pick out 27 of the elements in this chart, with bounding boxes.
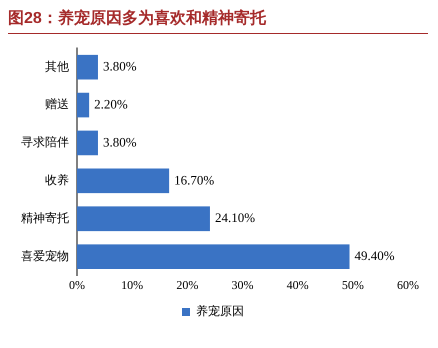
data-label: 2.20% <box>94 96 128 112</box>
data-label: 24.10% <box>214 210 256 226</box>
bar <box>77 130 98 156</box>
x-tick-label: 60% <box>397 278 419 292</box>
x-tick-label: 50% <box>342 278 364 292</box>
data-label: 3.80% <box>102 134 137 150</box>
y-tick-label: 喜爱宠物 <box>21 248 69 263</box>
bar <box>77 244 350 269</box>
legend-label: 养宠原因 <box>196 304 244 318</box>
x-tick-label: 40% <box>286 278 309 292</box>
y-tick-label: 收养 <box>45 173 69 188</box>
x-tick-label: 30% <box>232 278 254 292</box>
x-tick-label: 20% <box>176 278 198 292</box>
y-tick-label: 精神寄托 <box>21 210 69 225</box>
bar <box>77 92 90 118</box>
data-label: 49.40% <box>354 248 395 264</box>
chart-title: 图28：养宠原因多为喜欢和精神寄托 <box>8 8 428 34</box>
x-tick-label: 10% <box>121 278 144 292</box>
bar <box>77 206 210 232</box>
data-label: 16.70% <box>174 172 214 188</box>
y-tick-label: 其他 <box>45 59 69 74</box>
bar <box>77 54 98 80</box>
x-tick-label: 0% <box>69 278 85 292</box>
bar <box>77 168 170 194</box>
y-tick-label: 寻求陪伴 <box>21 135 69 150</box>
data-label: 3.80% <box>102 58 137 74</box>
y-tick-label: 赠送 <box>45 97 69 112</box>
